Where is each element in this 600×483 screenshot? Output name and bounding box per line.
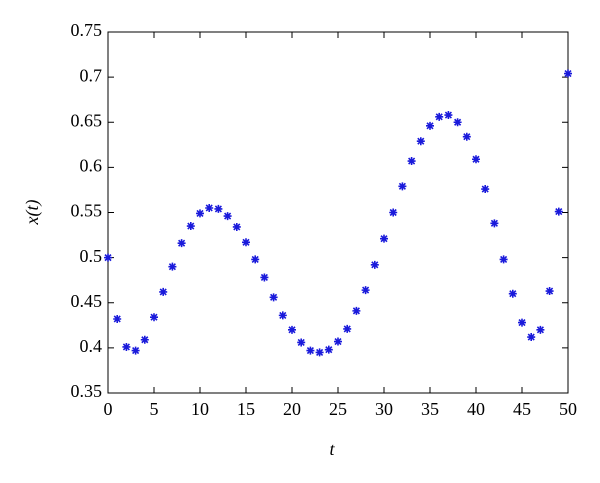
- data-point: [269, 293, 278, 302]
- x-tick-label: 20: [283, 399, 301, 419]
- data-point: [380, 234, 388, 243]
- y-tick-label: 0.65: [71, 110, 103, 130]
- data-point: [472, 155, 480, 164]
- x-tick-label: 0: [104, 399, 113, 419]
- data-point: [554, 207, 563, 216]
- data-point: [168, 262, 177, 271]
- y-tick-label: 0.45: [71, 291, 103, 311]
- x-axis-label: t: [329, 439, 335, 459]
- data-point: [122, 342, 131, 351]
- data-point: [435, 112, 444, 121]
- data-point: [297, 338, 306, 347]
- y-tick-label: 0.75: [71, 20, 103, 40]
- x-tick-label: 10: [191, 399, 209, 419]
- data-point: [260, 273, 269, 282]
- data-point: [407, 157, 416, 166]
- y-tick-label: 0.6: [80, 156, 103, 176]
- data-point: [564, 69, 572, 78]
- data-point: [242, 238, 250, 247]
- data-point: [352, 306, 361, 315]
- data-point: [343, 324, 352, 333]
- data-point: [499, 255, 508, 264]
- data-point: [545, 287, 554, 296]
- data-point: [177, 239, 186, 248]
- data-point: [334, 337, 342, 346]
- x-tick-label: 45: [513, 399, 531, 419]
- y-tick-label: 0.35: [71, 381, 103, 401]
- x-tick-label: 35: [421, 399, 439, 419]
- data-point: [416, 137, 425, 146]
- data-point: [490, 219, 499, 228]
- x-tick-label: 40: [467, 399, 485, 419]
- data-point: [481, 185, 490, 194]
- data-point: [232, 222, 241, 231]
- y-axis-label: x(t): [22, 200, 43, 226]
- data-point: [131, 346, 140, 355]
- data-point: [186, 222, 195, 231]
- data-point: [223, 212, 232, 221]
- data-point: [518, 318, 526, 327]
- y-tick-label: 0.4: [80, 336, 103, 356]
- data-point: [370, 260, 379, 269]
- data-point: [398, 182, 407, 191]
- data-point: [536, 325, 545, 334]
- x-tick-label: 25: [329, 399, 347, 419]
- data-point: [508, 289, 517, 298]
- y-tick-label: 0.7: [80, 65, 103, 85]
- data-point: [324, 345, 333, 354]
- data-point: [205, 203, 214, 212]
- data-point: [453, 118, 462, 127]
- data-point: [278, 311, 287, 320]
- data-point: [104, 253, 112, 262]
- data-point: [159, 287, 168, 296]
- data-point: [315, 348, 324, 357]
- data-point: [196, 209, 204, 218]
- data-point: [140, 335, 149, 344]
- data-point: [251, 255, 260, 264]
- data-point: [389, 208, 398, 217]
- data-point: [361, 286, 370, 295]
- data-point: [462, 132, 471, 141]
- y-tick-label: 0.5: [80, 246, 103, 266]
- x-tick-label: 50: [559, 399, 577, 419]
- x-tick-label: 30: [375, 399, 393, 419]
- data-point: [113, 314, 122, 323]
- data-point: [214, 204, 223, 213]
- y-tick-label: 0.55: [71, 201, 103, 221]
- data-point: [426, 121, 434, 130]
- x-tick-label: 15: [237, 399, 255, 419]
- data-point: [444, 111, 453, 120]
- data-point: [288, 325, 296, 334]
- x-tick-label: 5: [150, 399, 159, 419]
- data-point: [306, 346, 315, 355]
- data-point: [527, 333, 536, 342]
- data-point: [150, 313, 158, 322]
